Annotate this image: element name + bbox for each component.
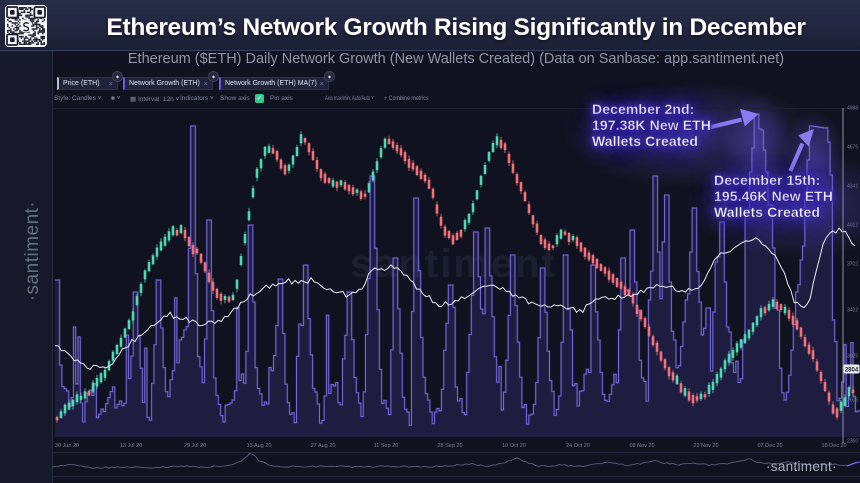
svg-text:3702: 3702 bbox=[847, 262, 858, 268]
svg-text:27 Aug 20: 27 Aug 20 bbox=[311, 443, 336, 449]
svg-text:13 Jul 20: 13 Jul 20 bbox=[120, 443, 142, 449]
svg-text:30 Jun 20: 30 Jun 20 bbox=[55, 443, 79, 449]
svg-text:10 Oct 20: 10 Oct 20 bbox=[502, 443, 526, 449]
svg-text:2605: 2605 bbox=[847, 398, 858, 404]
svg-text:08 Nov 20: 08 Nov 20 bbox=[629, 443, 654, 449]
svg-text:07 Dec 20: 07 Dec 20 bbox=[757, 443, 782, 449]
svg-text:22 Nov 20: 22 Nov 20 bbox=[693, 443, 718, 449]
svg-text:11 Sep 20: 11 Sep 20 bbox=[374, 443, 399, 449]
svg-text:28 Sep 20: 28 Sep 20 bbox=[437, 443, 462, 449]
svg-text:29 Jul 20: 29 Jul 20 bbox=[184, 443, 206, 449]
svg-text:13 Aug 20: 13 Aug 20 bbox=[247, 443, 272, 449]
svg-text:18 Dec 20: 18 Dec 20 bbox=[821, 443, 846, 449]
svg-text:2360: 2360 bbox=[847, 439, 858, 445]
svg-text:24 Oct 20: 24 Oct 20 bbox=[566, 443, 590, 449]
svg-text:3025: 3025 bbox=[847, 354, 858, 360]
svg-text:4675: 4675 bbox=[847, 145, 858, 151]
svg-text:4012: 4012 bbox=[847, 223, 858, 229]
svg-text:3402: 3402 bbox=[847, 308, 858, 314]
svg-text:4341: 4341 bbox=[847, 184, 858, 190]
svg-text:2804: 2804 bbox=[845, 368, 859, 374]
svg-text:4988: 4988 bbox=[847, 106, 858, 112]
